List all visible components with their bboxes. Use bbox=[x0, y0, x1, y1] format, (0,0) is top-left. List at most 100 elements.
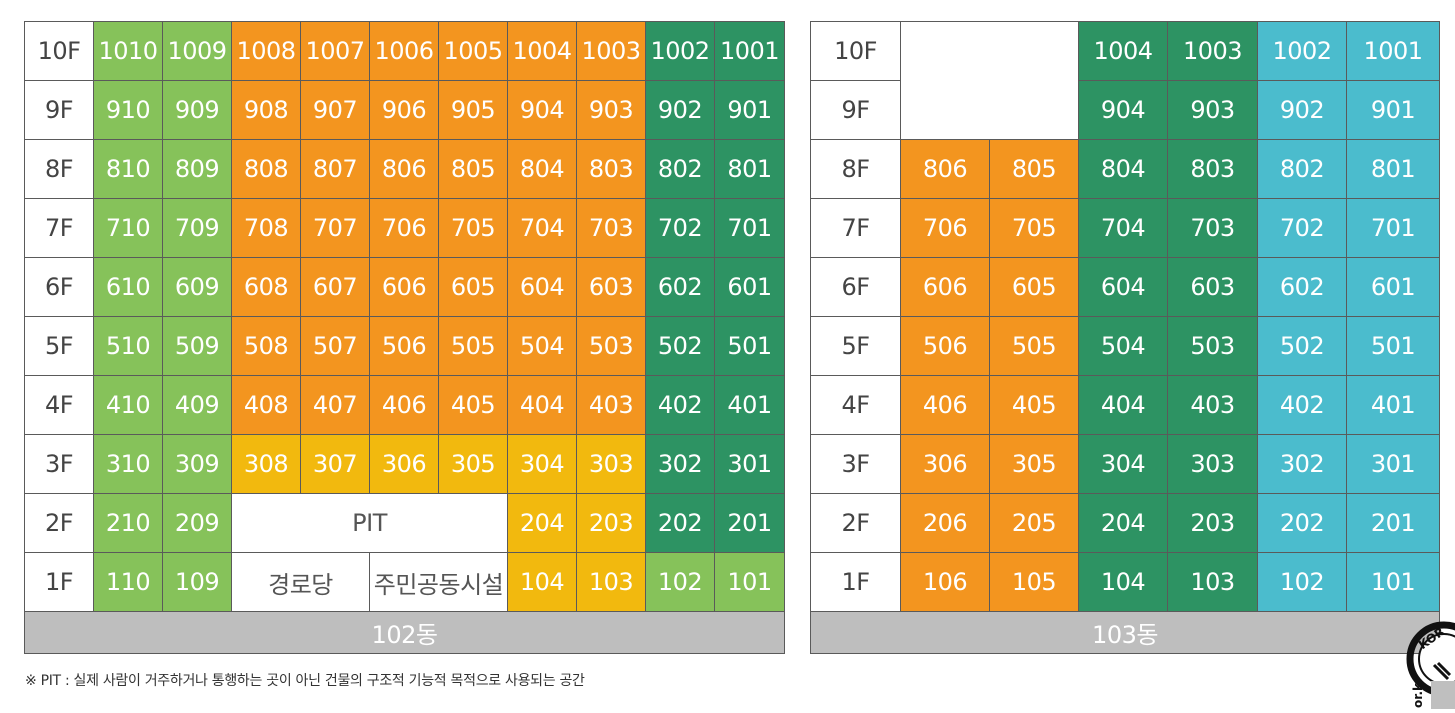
unit-cell: 401 bbox=[714, 375, 785, 435]
floor-row: 3F 310 309 308 307 306 305 304 303 302 301 bbox=[24, 434, 785, 494]
unit-cell: 403 bbox=[576, 375, 646, 435]
floor-label: 5F bbox=[24, 316, 94, 376]
unit-cell: 907 bbox=[300, 80, 370, 140]
floor-label: 10F bbox=[24, 21, 94, 81]
unit-cell: 304 bbox=[1078, 434, 1168, 494]
unit-cell: 109 bbox=[162, 552, 232, 612]
unit-cell: 805 bbox=[438, 139, 508, 199]
unit-cell: 1006 bbox=[369, 21, 439, 81]
unit-cell: 302 bbox=[645, 434, 715, 494]
floor-row: 10F 1010 1009 1008 1007 1006 1005 1004 1003 1002 1… bbox=[24, 21, 785, 81]
unit-cell: 104 bbox=[507, 552, 577, 612]
floor-label: 5F bbox=[810, 316, 901, 376]
unit-cell: 809 bbox=[162, 139, 232, 199]
unit-cell: 101 bbox=[714, 552, 785, 612]
floor-label: 2F bbox=[810, 493, 901, 553]
unit-cell: 806 bbox=[900, 139, 990, 199]
unit-cell: 310 bbox=[93, 434, 163, 494]
unit-cell: 804 bbox=[507, 139, 577, 199]
facility-cell: 경로당 bbox=[231, 552, 370, 612]
unit-cell: 405 bbox=[989, 375, 1079, 435]
unit-cell: 608 bbox=[231, 257, 301, 317]
floor-label: 3F bbox=[24, 434, 94, 494]
unit-cell: 704 bbox=[507, 198, 577, 258]
unit-cell: 503 bbox=[1167, 316, 1258, 376]
unit-cell: 1004 bbox=[1078, 21, 1168, 81]
floor-label: 4F bbox=[810, 375, 901, 435]
floor-label: 8F bbox=[810, 139, 901, 199]
unit-cell: 707 bbox=[300, 198, 370, 258]
unit-cell: 708 bbox=[231, 198, 301, 258]
unit-cell: 204 bbox=[507, 493, 577, 553]
facility-cell: PIT bbox=[231, 493, 508, 553]
floor-row: 7F 710 709 708 707 706 705 704 703 702 701 bbox=[24, 198, 785, 258]
unit-cell: 605 bbox=[438, 257, 508, 317]
unit-cell: 901 bbox=[1346, 80, 1440, 140]
unit-cell: 904 bbox=[507, 80, 577, 140]
unit-cell: 801 bbox=[714, 139, 785, 199]
floor-label: 2F bbox=[24, 493, 94, 553]
unit-cell: 410 bbox=[93, 375, 163, 435]
unit-cell: 903 bbox=[576, 80, 646, 140]
unit-cell: 1001 bbox=[1346, 21, 1440, 81]
unit-cell: 102 bbox=[1257, 552, 1347, 612]
unit-cell: 308 bbox=[231, 434, 301, 494]
unit-cell: 902 bbox=[645, 80, 715, 140]
floor-row: 9F 910 909 908 907 906 905 904 903 902 901 bbox=[24, 80, 785, 140]
floor-row: 10F 1004 1003 1002 1001 bbox=[810, 21, 1440, 81]
unit-cell: 701 bbox=[714, 198, 785, 258]
floor-label: 8F bbox=[24, 139, 94, 199]
unit-cell: 406 bbox=[900, 375, 990, 435]
floor-label: 4F bbox=[24, 375, 94, 435]
unit-cell: 1003 bbox=[576, 21, 646, 81]
unit-cell: 110 bbox=[93, 552, 163, 612]
unit-cell: 607 bbox=[300, 257, 370, 317]
floor-row: 8F 806 805 804 803 802 801 bbox=[810, 139, 1440, 199]
unit-cell: 405 bbox=[438, 375, 508, 435]
unit-cell: 906 bbox=[369, 80, 439, 140]
unit-cell: 201 bbox=[714, 493, 785, 553]
empty-area bbox=[900, 80, 1079, 140]
unit-cell: 204 bbox=[1078, 493, 1168, 553]
unit-cell: 106 bbox=[900, 552, 990, 612]
unit-cell: 908 bbox=[231, 80, 301, 140]
unit-cell: 508 bbox=[231, 316, 301, 376]
unit-cell: 404 bbox=[1078, 375, 1168, 435]
unit-cell: 1005 bbox=[438, 21, 508, 81]
unit-cell: 409 bbox=[162, 375, 232, 435]
building-label-103: 103동 bbox=[810, 611, 1440, 654]
unit-cell: 102 bbox=[645, 552, 715, 612]
unit-cell: 602 bbox=[1257, 257, 1347, 317]
unit-cell: 806 bbox=[369, 139, 439, 199]
unit-cell: 401 bbox=[1346, 375, 1440, 435]
unit-cell: 210 bbox=[93, 493, 163, 553]
floor-row: 8F 810 809 808 807 806 805 804 803 802 801 bbox=[24, 139, 785, 199]
kor-logo: KOR or.kr bbox=[1404, 619, 1455, 709]
unit-cell: 307 bbox=[300, 434, 370, 494]
unit-cell: 509 bbox=[162, 316, 232, 376]
unit-cell: 403 bbox=[1167, 375, 1258, 435]
unit-cell: 505 bbox=[989, 316, 1079, 376]
unit-cell: 304 bbox=[507, 434, 577, 494]
floor-row: 4F 406 405 404 403 402 401 bbox=[810, 375, 1440, 435]
unit-cell: 306 bbox=[900, 434, 990, 494]
unit-cell: 601 bbox=[1346, 257, 1440, 317]
floor-row: 4F 410 409 408 407 406 405 404 403 402 401 bbox=[24, 375, 785, 435]
floor-row: 2F 206 205 204 203 202 201 bbox=[810, 493, 1440, 553]
unit-cell: 801 bbox=[1346, 139, 1440, 199]
unit-cell: 510 bbox=[93, 316, 163, 376]
unit-cell: 604 bbox=[507, 257, 577, 317]
floor-row: 1F 106 105 104 103 102 101 bbox=[810, 552, 1440, 612]
unit-cell: 302 bbox=[1257, 434, 1347, 494]
unit-cell: 1001 bbox=[714, 21, 785, 81]
unit-cell: 705 bbox=[989, 198, 1079, 258]
unit-cell: 706 bbox=[369, 198, 439, 258]
floor-label: 10F bbox=[810, 21, 901, 81]
unit-cell: 1002 bbox=[1257, 21, 1347, 81]
unit-cell: 703 bbox=[1167, 198, 1258, 258]
unit-cell: 205 bbox=[989, 493, 1079, 553]
unit-cell: 408 bbox=[231, 375, 301, 435]
unit-cell: 904 bbox=[1078, 80, 1168, 140]
unit-cell: 807 bbox=[300, 139, 370, 199]
floor-row: 9F 904 903 902 901 bbox=[810, 80, 1440, 140]
